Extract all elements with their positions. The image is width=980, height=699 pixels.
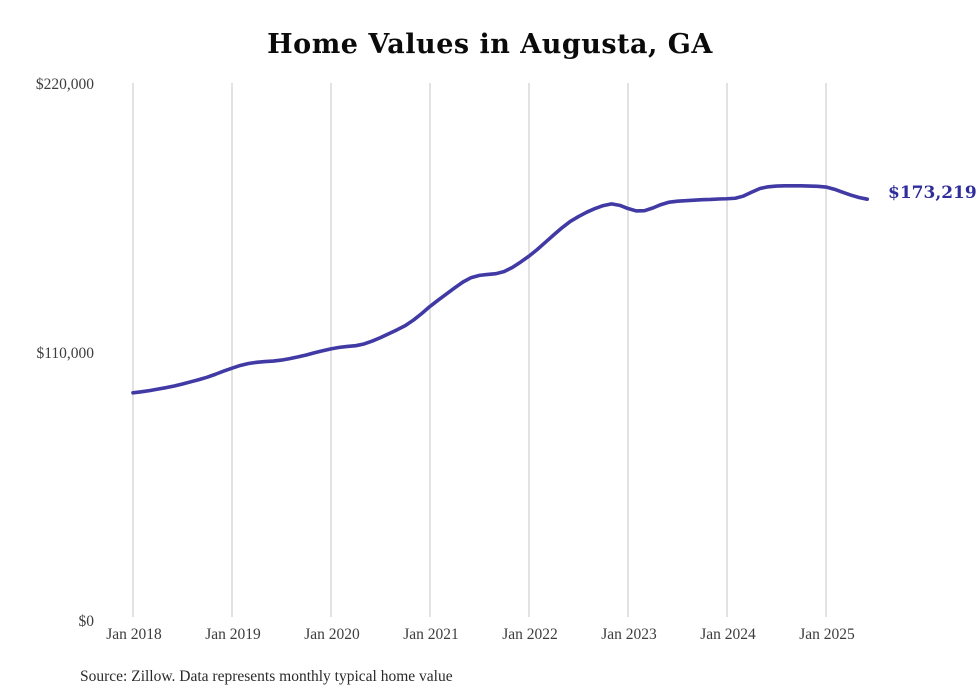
chart-title: Home Values in Augusta, GA: [267, 29, 713, 60]
x-tick-label: Jan 2025: [799, 626, 855, 643]
y-tick-label: $0: [78, 613, 95, 630]
vertical-gridlines: [132, 83, 827, 617]
y-tick-label: $110,000: [36, 344, 94, 362]
x-tick-label: Jan 2022: [502, 626, 558, 643]
x-tick-label: Jan 2021: [403, 626, 459, 643]
source-note: Source: Zillow. Data represents monthly …: [80, 668, 453, 685]
x-tick-label: Jan 2023: [601, 626, 657, 643]
y-tick-label: $220,000: [35, 76, 94, 93]
x-tick-label: Jan 2019: [205, 626, 261, 643]
home-value-line-series: [131, 184, 870, 395]
x-tick-label: Jan 2020: [304, 626, 360, 643]
x-tick-label: Jan 2018: [106, 626, 162, 643]
latest-value-annotation: $173,219: [888, 183, 977, 203]
x-tick-label: Jan 2024: [700, 626, 756, 643]
